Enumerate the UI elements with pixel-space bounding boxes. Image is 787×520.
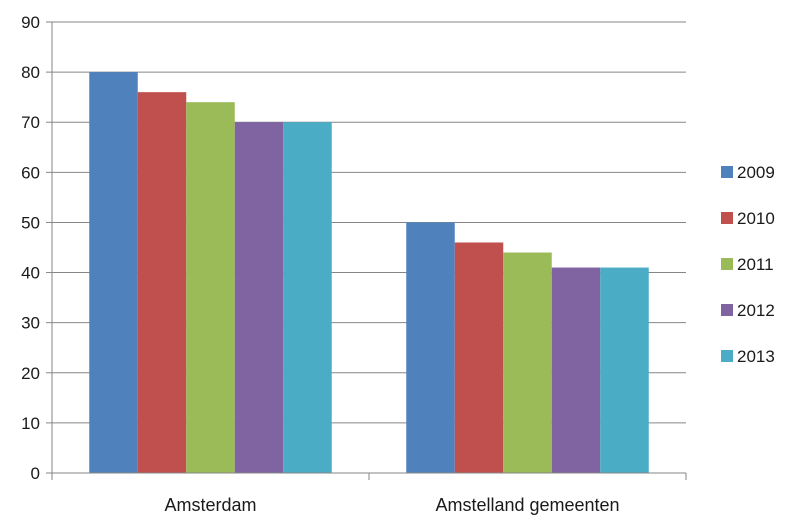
x-tick-label: Amsterdam — [164, 495, 256, 515]
legend-label: 2012 — [737, 301, 775, 320]
y-tick-label: 20 — [21, 364, 40, 383]
bar — [551, 267, 601, 473]
legend-label: 2009 — [737, 163, 775, 182]
y-tick-label: 90 — [21, 13, 40, 32]
y-tick-label: 70 — [21, 113, 40, 132]
bar — [454, 242, 504, 473]
y-tick-label: 80 — [21, 63, 40, 82]
bar — [600, 267, 649, 473]
y-tick-label: 60 — [21, 163, 40, 182]
legend: 2009 2010 2011 2012 2013 — [721, 163, 775, 366]
legend-swatch — [721, 258, 733, 270]
legend-label: 2013 — [737, 347, 775, 366]
legend-label: 2010 — [737, 209, 775, 228]
bar — [186, 102, 235, 473]
bar — [283, 122, 332, 473]
axes — [46, 21, 687, 480]
bar — [406, 222, 455, 473]
legend-label: 2011 — [737, 255, 774, 274]
y-tick-label: 10 — [21, 414, 40, 433]
bar — [234, 122, 284, 473]
bars — [89, 72, 649, 474]
bar — [137, 92, 187, 474]
y-tick-label: 40 — [21, 264, 40, 283]
legend-swatch — [721, 166, 733, 178]
y-tick-label: 50 — [21, 213, 40, 232]
y-tick-label: 0 — [31, 464, 40, 483]
legend-swatch — [721, 304, 733, 316]
legend-swatch — [721, 350, 733, 362]
bar — [89, 72, 138, 473]
x-tick-labels: Amsterdam Amstelland gemeenten — [164, 495, 619, 515]
legend-swatch — [721, 212, 733, 224]
x-tick-label: Amstelland gemeenten — [435, 495, 619, 515]
y-tick-label: 30 — [21, 314, 40, 333]
y-tick-labels: 0 10 20 30 40 50 60 70 80 90 — [21, 13, 40, 483]
bar — [503, 252, 552, 473]
